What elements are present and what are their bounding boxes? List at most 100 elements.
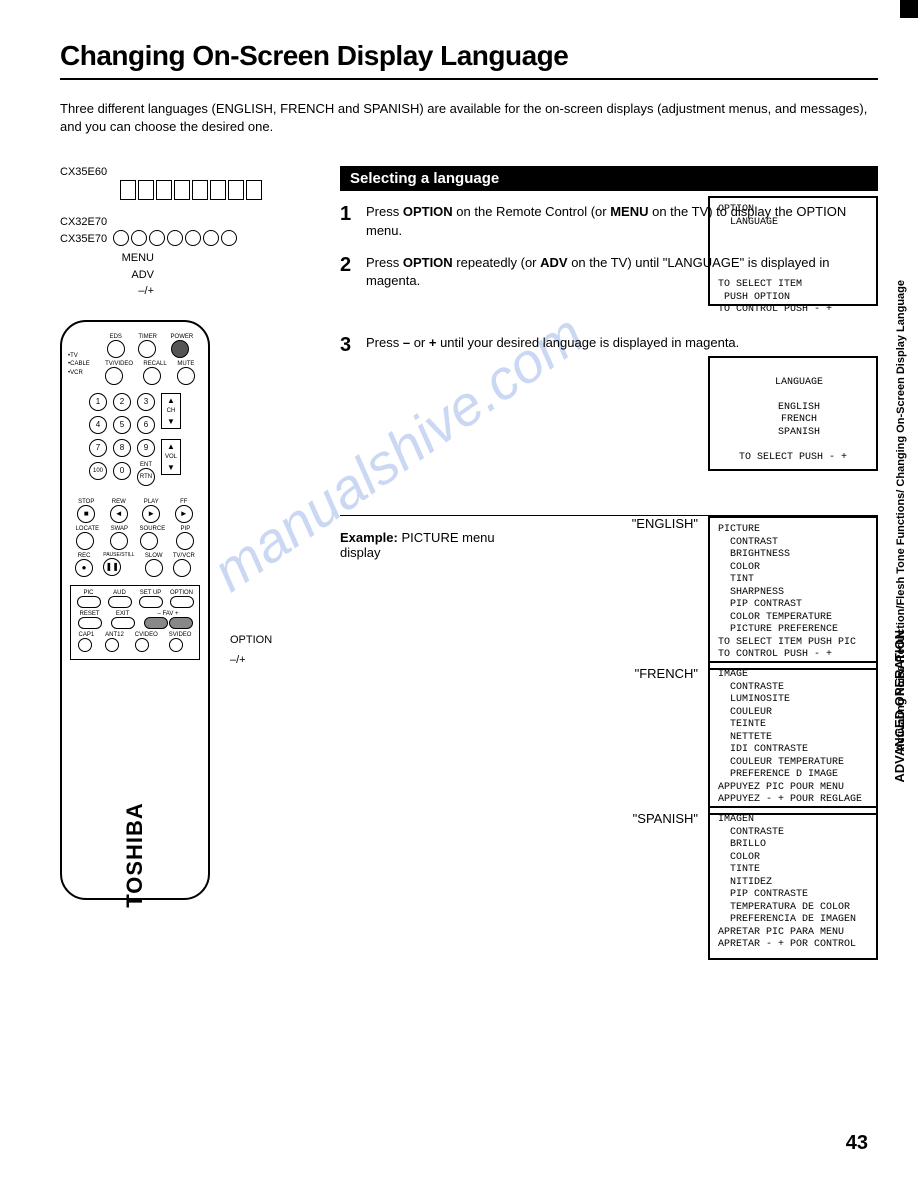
remote-lbl: MUTE (177, 361, 195, 367)
remote-lbl: OPTION (170, 590, 194, 596)
remote-num: 100 (89, 462, 107, 480)
remote-button (78, 617, 102, 629)
remote-button (138, 340, 156, 358)
remote-lbl: CVIDEO (135, 632, 158, 638)
remote-option-button (170, 596, 194, 608)
left-column: CX35E60 CX32E70 CX35E70 (60, 166, 320, 900)
remote-brand: TOSHIBA (122, 802, 148, 908)
remote-vol-rocker: ▲VOL▼ (161, 439, 181, 475)
osd-screen-french: IMAGE CONTRASTE LUMINOSITE COULEUR TEINT… (708, 661, 878, 815)
remote-button (169, 638, 183, 652)
remote-fav-minus (144, 617, 168, 629)
model-label: CX35E70 (60, 233, 107, 245)
lang-label-en: "ENGLISH" (632, 516, 698, 531)
tv-button (174, 180, 190, 200)
remote-lbl: RESET (78, 611, 102, 617)
osd-screen-option: OPTION LANGUAGE TO SELECT ITEM PUSH OPTI… (708, 196, 878, 306)
remote-num: 3 (137, 393, 155, 411)
lang-label-es: "SPANISH" (633, 811, 698, 826)
remote-lbl: TV/VIDEO (105, 361, 133, 367)
remote-num: 0 (113, 462, 131, 480)
remote-button (107, 340, 125, 358)
remote-button (78, 638, 92, 652)
remote-fav-plus (169, 617, 193, 629)
remote-side-vcr: VCR (70, 370, 83, 376)
tv-adv-label: ADV (60, 267, 154, 284)
tv-buttons-model2: CX32E70 CX35E70 MENU ADV (60, 216, 320, 300)
remote-side-cable: CABLE (70, 361, 90, 367)
remote-lbl: TV/VCR (173, 553, 195, 559)
remote-lbl: EDS (107, 334, 125, 340)
remote-option-callout: OPTION (230, 634, 272, 646)
remote-lbl: TIMER (138, 334, 157, 340)
remote-side-tv: TV (70, 353, 78, 359)
remote-num: 7 (89, 439, 107, 457)
remote-lbl: POWER (171, 334, 194, 340)
tv-button (210, 180, 226, 200)
remote-lbl: PIC (77, 590, 101, 596)
remote-button (108, 596, 132, 608)
remote-button (143, 367, 161, 385)
tv-button (221, 230, 237, 246)
remote-num: 2 (113, 393, 131, 411)
remote-button (110, 532, 128, 550)
remote-num: 5 (113, 416, 131, 434)
remote-button (140, 532, 158, 550)
step-text: Press – or + until your desired language… (366, 334, 878, 357)
section-header: Selecting a language (340, 166, 878, 191)
remote-num: 1 (89, 393, 107, 411)
remote-button: ◄ (110, 505, 128, 523)
remote-button (135, 638, 149, 652)
remote-button: ● (75, 559, 93, 577)
remote-lbl: RECALL (143, 361, 166, 367)
remote-lbl: FF (175, 499, 193, 505)
tv-button (131, 230, 147, 246)
page-title: Changing On-Screen Display Language (60, 40, 878, 80)
tv-button (185, 230, 201, 246)
example-text: PICTURE menu (401, 530, 494, 545)
page-number: 43 (846, 1132, 868, 1155)
remote-lbl: STOP (77, 499, 95, 505)
lang-label-fr: "FRENCH" (635, 666, 698, 681)
remote-button (176, 532, 194, 550)
tv-button (156, 180, 172, 200)
model-label: CX35E60 (60, 166, 320, 178)
example-label: Example: (340, 530, 398, 545)
tv-menu-label: MENU (60, 250, 154, 267)
remote-ch-rocker: ▲CH▼ (161, 393, 181, 429)
tv-button (149, 230, 165, 246)
tv-button (138, 180, 154, 200)
tv-buttons-model1: CX35E60 (60, 166, 320, 200)
osd-screen-spanish: IMAGEN CONTRASTE BRILLO COLOR TINTE NITI… (708, 806, 878, 960)
remote-lbl: PAUSE/STILL (103, 553, 134, 558)
remote-lbl: LOCATE (76, 526, 100, 532)
remote-button: ► (142, 505, 160, 523)
osd-screen-english: PICTURE CONTRAST BRIGHTNESS COLOR TINT S… (708, 516, 878, 670)
remote-lbl: PLAY (142, 499, 160, 505)
remote-lbl: REW (110, 499, 128, 505)
remote-num: RTN (137, 468, 155, 486)
remote-lbl: SOURCE (140, 526, 166, 532)
tv-button (167, 230, 183, 246)
remote-lbl: SLOW (145, 553, 163, 559)
remote-num: 8 (113, 439, 131, 457)
remote-button: ■ (77, 505, 95, 523)
step-number: 3 (340, 334, 358, 357)
remote-pm-callout: –/+ (230, 654, 246, 666)
remote-num: 9 (137, 439, 155, 457)
remote-num: 4 (89, 416, 107, 434)
model-label: CX32E70 (60, 216, 320, 228)
remote-num: 6 (137, 416, 155, 434)
remote-button (111, 617, 135, 629)
remote-button: ❚❚ (103, 558, 121, 576)
remote-button (139, 596, 163, 608)
remote-lbl: PIP (176, 526, 194, 532)
remote-lbl: AUD (108, 590, 132, 596)
step-number: 2 (340, 254, 358, 290)
remote-control: •TV •CABLE •VCR EDS TIMER POWER TV/VIDEO… (60, 320, 210, 900)
remote-lbl: SET UP (139, 590, 163, 596)
tv-pm-label: –/+ (60, 283, 154, 300)
page: Changing On-Screen Display Language Thre… (0, 0, 918, 1185)
remote-lbl: SWAP (110, 526, 128, 532)
remote-button (177, 367, 195, 385)
